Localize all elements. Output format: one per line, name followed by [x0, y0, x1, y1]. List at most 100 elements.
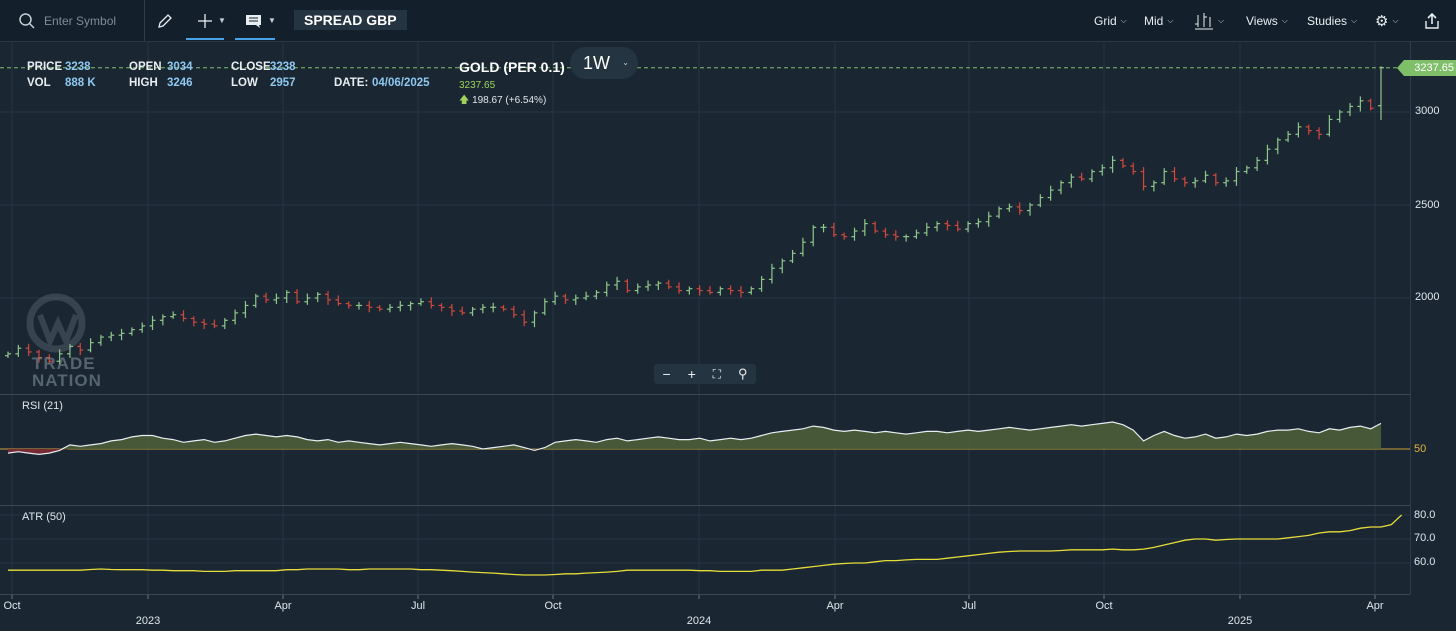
draw-button[interactable] — [156, 0, 174, 41]
x-tick-apr: Apr — [274, 600, 292, 612]
chart-type-menu[interactable]: ⌵ — [1194, 0, 1224, 41]
trade-nation-logo — [26, 293, 86, 353]
info-price-value: 3238 — [65, 61, 91, 73]
info-date-val: 04/06/2025 — [372, 77, 430, 89]
crosshair-button[interactable]: ▼ — [196, 0, 226, 41]
info-high-val: 3246 — [167, 77, 193, 89]
chevron-down-icon: ⌵ — [1392, 15, 1399, 25]
export-icon — [1425, 12, 1439, 29]
info-open-value: 3034 — [167, 61, 193, 73]
pane-separator[interactable] — [0, 394, 1410, 395]
last-price: 3237.65 — [459, 80, 496, 91]
views-label: Views — [1246, 13, 1278, 28]
info-price-key: PRICE — [27, 61, 63, 73]
rsi-title[interactable]: RSI (21) — [22, 400, 63, 412]
atr-tick-80: 80.0 — [1414, 509, 1436, 521]
price-tick-2500: 2500 — [1415, 199, 1440, 211]
x-tick-jul: Jul — [961, 600, 977, 612]
comment-active-indicator — [235, 38, 275, 40]
fit-screen-icon[interactable]: ⛶ — [712, 366, 722, 381]
search-icon — [19, 12, 35, 29]
comment-icon — [246, 14, 261, 28]
chevron-down-icon: ⌵ — [1167, 15, 1174, 25]
info-high-key: HIGH — [129, 77, 158, 89]
views-menu[interactable]: Views ⌵ — [1246, 0, 1288, 41]
symbol-search[interactable]: Enter Symbol — [18, 0, 145, 41]
gear-icon: ⚙ — [1375, 12, 1389, 30]
price-tick-2000: 2000 — [1415, 291, 1440, 303]
info-low-val: 2957 — [270, 77, 296, 89]
chevron-down-icon: ⌵ — [1351, 15, 1358, 25]
toolbar: Enter Symbol ▼ ▼ SPREAD GBP Grid ⌵ Mid ⌵ ⌵… — [0, 0, 1456, 42]
zoom-in-icon[interactable]: + — [687, 366, 696, 382]
info-close-value: 3238 — [270, 61, 296, 73]
info-price: PRICE — [27, 61, 62, 73]
info-low-value: 2957 — [270, 77, 296, 89]
x-tick-year: 2023 — [135, 615, 161, 627]
rsi-area-below — [8, 449, 1381, 455]
info-open-val: 3034 — [167, 61, 193, 73]
settings-button[interactable]: ⚙ ⌵ — [1375, 0, 1399, 41]
atr-tick-70: 70.0 — [1414, 532, 1436, 544]
x-tick-apr: Apr — [826, 600, 844, 612]
chevron-down-icon: ▼ — [218, 16, 226, 25]
info-price-val: 3238 — [65, 61, 91, 73]
info-vol-key: VOL — [27, 77, 51, 89]
chevron-down-icon: ▼ — [268, 16, 276, 25]
mid-label: Mid — [1144, 13, 1164, 28]
export-button[interactable] — [1422, 0, 1442, 41]
pane-separator[interactable] — [0, 505, 1410, 506]
info-close: CLOSE — [231, 61, 271, 73]
x-tick-jul: Jul — [410, 600, 426, 612]
rsi-line — [7, 421, 1382, 456]
atr-line — [8, 514, 1403, 576]
last-price-tag: 3237.65 — [1397, 60, 1456, 76]
info-date: DATE: — [334, 77, 368, 89]
chevron-down-icon: ⌵ — [1281, 15, 1288, 25]
pencil-icon — [158, 13, 172, 28]
zoom-out-icon[interactable]: − — [662, 366, 671, 382]
x-tick-oct: Oct — [544, 600, 562, 612]
symbol-title[interactable]: GOLD (PER 0.1) — [459, 59, 565, 75]
info-vol-val: 888 K — [65, 77, 96, 89]
rsi-area-above — [8, 422, 1381, 449]
info-open: OPEN — [129, 61, 162, 73]
info-high-value: 3246 — [167, 77, 193, 89]
timeframe-selector[interactable]: 1W ⌄ — [570, 47, 638, 79]
x-tick-year: 2025 — [1227, 615, 1253, 627]
x-tick-apr: Apr — [1366, 600, 1384, 612]
chevron-down-icon: ⌵ — [1218, 15, 1225, 25]
info-date-key: DATE: — [334, 77, 369, 89]
mid-menu[interactable]: Mid ⌵ — [1144, 0, 1173, 41]
info-low: LOW — [231, 77, 258, 89]
zoom-controls: − + ⛶ ⚲ — [654, 364, 756, 384]
price-axis[interactable] — [1410, 42, 1456, 594]
atr-title[interactable]: ATR (50) — [22, 511, 66, 523]
chevron-down-icon: ⌄ — [622, 58, 629, 67]
price-change: 🡅 198.67 (+6.54%) — [459, 93, 546, 110]
info-close-val: 3238 — [270, 61, 296, 73]
timeframe-label: 1W — [583, 53, 610, 73]
atr-tick-60: 60.0 — [1414, 556, 1436, 568]
price-change-value: 198.67 (+6.54%) — [472, 95, 547, 106]
studies-menu[interactable]: Studies ⌵ — [1307, 0, 1357, 41]
x-tick-oct: Oct — [1095, 600, 1113, 612]
zoom-reset-icon[interactable]: ⚲ — [738, 366, 748, 381]
spread-label: SPREAD GBP — [294, 10, 407, 30]
info-vol-value: 888 K — [65, 77, 96, 89]
x-tick-year: 2024 — [686, 615, 712, 627]
watermark-text-2: NATION — [32, 371, 102, 390]
grid-label: Grid — [1094, 13, 1117, 28]
grid-menu[interactable]: Grid ⌵ — [1094, 0, 1127, 41]
search-input[interactable]: Enter Symbol — [44, 13, 117, 28]
comment-button[interactable]: ▼ — [244, 0, 276, 41]
info-low-key: LOW — [231, 77, 258, 89]
time-axis[interactable]: Oct Apr Jul Oct Apr Jul Oct Apr 2023 202… — [0, 594, 1410, 631]
info-vol: VOL — [27, 77, 51, 89]
info-date-value: 04/06/2025 — [372, 77, 430, 89]
watermark-text-1: TRADE — [32, 354, 96, 373]
arrow-up-icon: 🡅 — [459, 95, 470, 106]
info-open-key: OPEN — [129, 61, 162, 73]
crosshair-icon — [198, 13, 212, 28]
